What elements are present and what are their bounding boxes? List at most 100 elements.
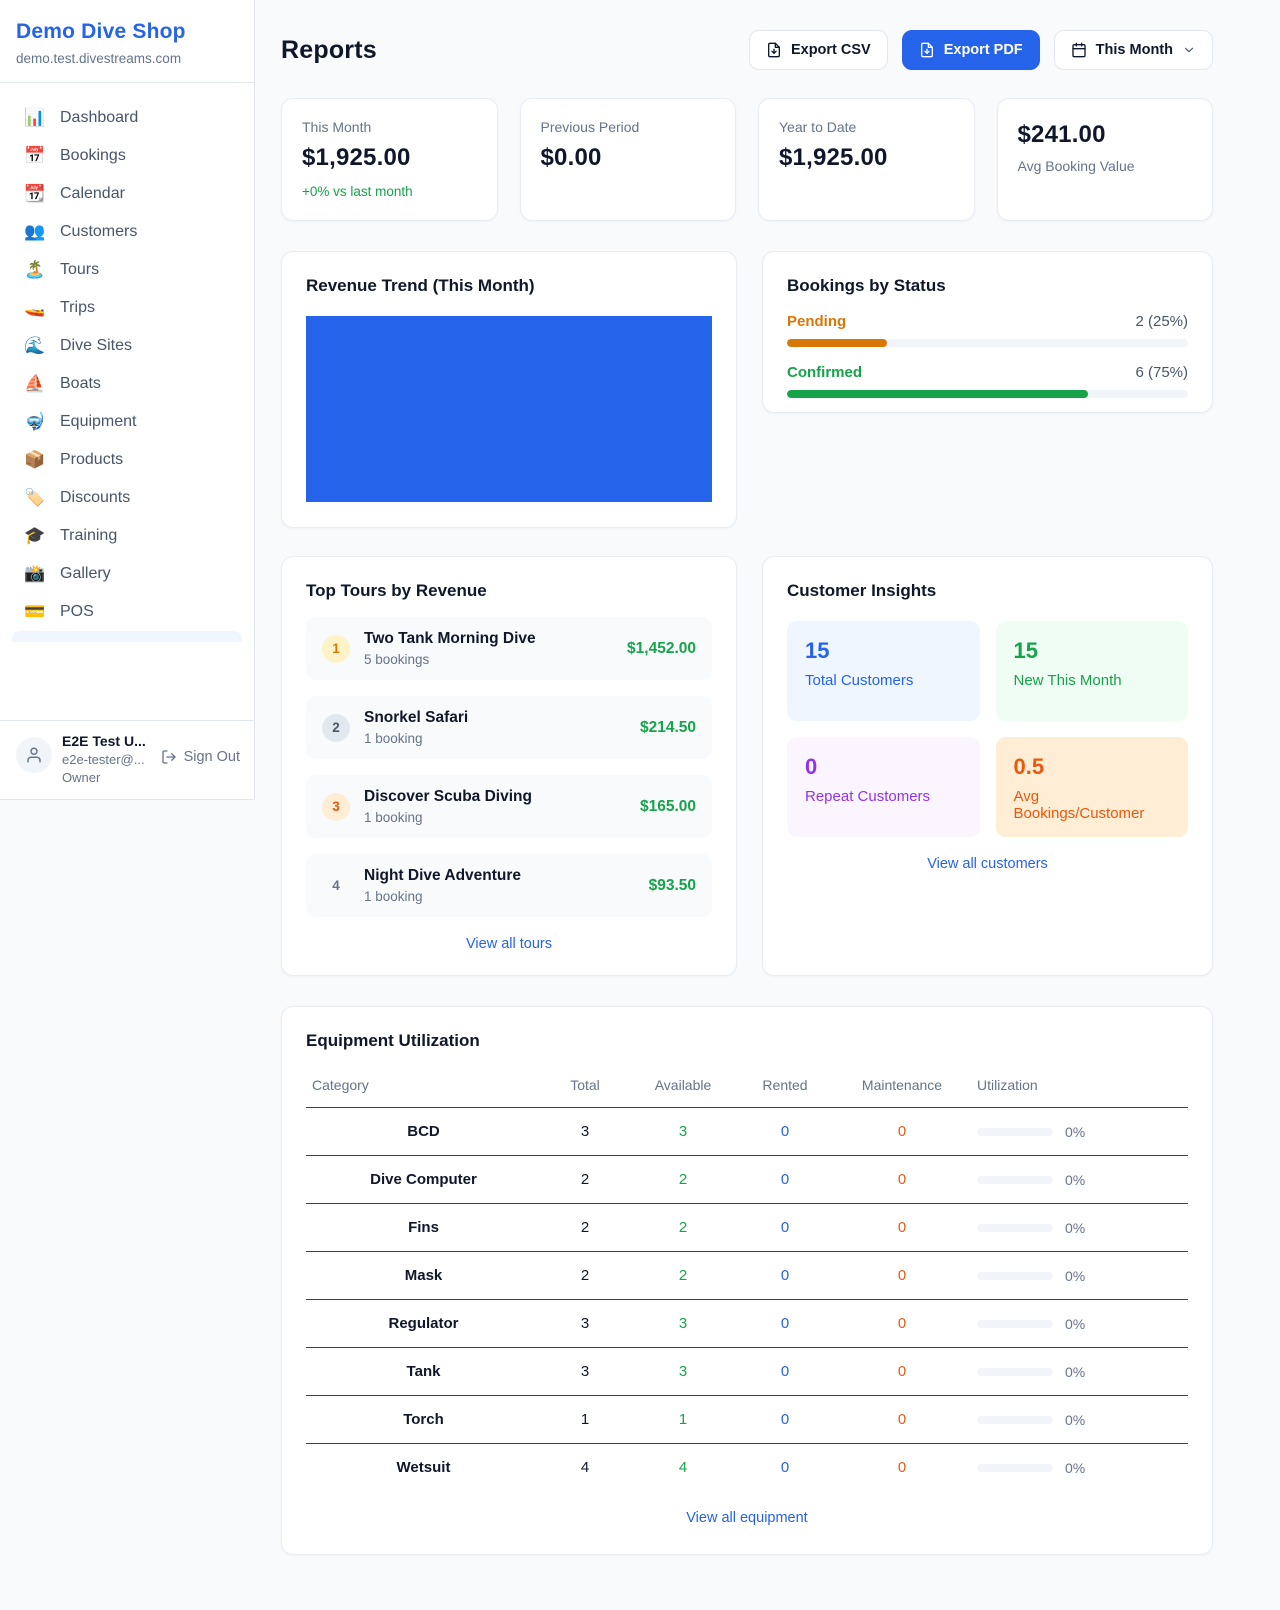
chevron-down-icon <box>1184 47 1194 53</box>
sidebar-item-label: Trips <box>60 299 95 316</box>
tile-value: 0.5 <box>1013 754 1045 779</box>
sidebar-item-label: Training <box>60 527 118 544</box>
cell-category: Mask <box>306 1251 541 1300</box>
sidebar-item-bookings[interactable]: 📅 Bookings <box>12 137 242 175</box>
view-all-tours-link[interactable]: View all tours <box>466 936 552 952</box>
user-info: E2E Test U... e2e-tester@... Owner <box>62 733 151 785</box>
cell-total: 2 <box>541 1251 629 1300</box>
export-pdf-label: Export PDF <box>943 42 1023 58</box>
sidebar-item-label: Dive Sites <box>60 337 133 354</box>
stat-label: Avg Booking Value <box>1017 158 1135 174</box>
tile-repeat-customers: 0 Repeat Customers <box>787 737 980 837</box>
col-utilization: Utilization <box>971 1067 1188 1108</box>
status-label: Confirmed <box>787 364 862 381</box>
export-csv-button[interactable]: Export CSV <box>748 30 888 70</box>
bookings-by-status-title: Bookings by Status <box>787 276 946 295</box>
sidebar-item-dashboard[interactable]: 📊 Dashboard <box>12 99 242 137</box>
sidebar-item-label: Products <box>60 451 124 468</box>
sidebar-item-training[interactable]: 🎓 Training <box>12 517 242 555</box>
utilization-bar <box>977 1367 1053 1376</box>
sidebar-item-dive-sites[interactable]: 🌊 Dive Sites <box>12 327 242 365</box>
utilization-bar <box>977 1175 1053 1184</box>
dashboard-icon: 📊 <box>24 108 46 127</box>
status-bar-track <box>787 339 1188 347</box>
utilization-text: 0% <box>1065 1315 1086 1332</box>
tile-value: 15 <box>805 638 830 663</box>
status-count: 6 (75%) <box>1135 364 1188 381</box>
status-count: 2 (25%) <box>1135 313 1188 330</box>
user-icon <box>27 747 41 763</box>
export-pdf-button[interactable]: Export PDF <box>901 30 1040 70</box>
revenue-trend-chart <box>306 316 712 502</box>
status-bar-fill <box>787 390 1088 398</box>
cell-utilization: 0% <box>971 1395 1188 1444</box>
shop-domain: demo.test.divestreams.com <box>16 51 182 66</box>
header-actions: Export CSV Export PDF This Month <box>748 30 1213 70</box>
sidebar-item-tours[interactable]: 🏝️ Tours <box>12 251 242 289</box>
status-bar-fill <box>787 339 888 347</box>
trips-icon: 🚤 <box>24 298 46 317</box>
view-all-customers-link[interactable]: View all customers <box>927 856 1048 872</box>
cell-available: 2 <box>629 1203 737 1252</box>
utilization-text: 0% <box>1065 1123 1086 1140</box>
brand: Demo Dive Shop demo.test.divestreams.com <box>0 0 254 83</box>
bookings-icon: 📅 <box>24 146 46 165</box>
tour-amount: $1,452.00 <box>627 639 696 657</box>
cell-utilization: 0% <box>971 1107 1188 1156</box>
sidebar-item-gallery[interactable]: 📸 Gallery <box>12 555 242 593</box>
cell-rented: 0 <box>780 1459 790 1476</box>
sidebar-item-trips[interactable]: 🚤 Trips <box>12 289 242 327</box>
tour-name: Snorkel Safari <box>364 709 469 726</box>
period-dropdown[interactable]: This Month <box>1053 30 1213 70</box>
sidebar-item-pos[interactable]: 💳 POS <box>12 593 242 631</box>
sidebar-item-label: Equipment <box>60 413 137 430</box>
cell-total: 4 <box>580 1459 590 1476</box>
sign-out-button[interactable]: Sign Out <box>161 749 240 765</box>
sidebar-item-customers[interactable]: 👥 Customers <box>12 213 242 251</box>
view-all-equipment-link[interactable]: View all equipment <box>686 1510 808 1526</box>
top-tours-panel: Top Tours by Revenue 1 Two Tank Morning … <box>281 556 737 976</box>
table-row: Tank 3 3 0 0 0% <box>306 1347 1188 1396</box>
table-row: Wetsuit 4 4 0 0 0% <box>306 1444 1188 1492</box>
utilization-bar <box>977 1271 1053 1280</box>
sidebar-item-calendar[interactable]: 📆 Calendar <box>12 175 242 213</box>
tile-total-customers: 15 Total Customers <box>787 621 980 721</box>
sidebar-item-boats[interactable]: ⛵ Boats <box>12 365 242 403</box>
cell-utilization: 0% <box>971 1299 1188 1348</box>
utilization-bar <box>977 1415 1053 1424</box>
cell-total: 3 <box>541 1299 629 1348</box>
customer-insights-panel: Customer Insights 15 Total Customers 15 … <box>762 556 1213 976</box>
cell-maintenance: 0 <box>833 1395 971 1444</box>
main-content: Reports Export CSV Export PDF This Month… <box>255 0 1280 1555</box>
sidebar-item-equipment[interactable]: 🤿 Equipment <box>12 403 242 441</box>
cell-maintenance: 0 <box>833 1299 971 1348</box>
avatar <box>16 737 52 773</box>
tour-amount: $165.00 <box>639 797 696 815</box>
equipment-icon: 🤿 <box>24 412 46 431</box>
file-download-icon <box>767 42 780 58</box>
stat-card-year-to-date: Year to Date $1,925.00 <box>758 98 975 221</box>
sidebar-nav: 📊 Dashboard 📅 Bookings 📆 Calendar 👥 Customer… <box>0 83 254 720</box>
stat-value: $0.00 <box>540 144 602 171</box>
cell-total: 2 <box>541 1203 629 1252</box>
cell-maintenance: 0 <box>833 1251 971 1300</box>
table-row: Regulator 3 3 0 0 0% <box>306 1299 1188 1348</box>
tile-value: 15 <box>1013 638 1038 663</box>
cell-utilization: 0% <box>971 1155 1188 1204</box>
cell-available: 4 <box>678 1459 688 1476</box>
sidebar-item-reports-active-partial[interactable] <box>12 631 242 642</box>
cell-maintenance: 0 <box>833 1155 971 1204</box>
cell-available: 3 <box>629 1299 737 1348</box>
sidebar-item-discounts[interactable]: 🏷️ Discounts <box>12 479 242 517</box>
cell-maintenance: 0 <box>833 1107 971 1156</box>
top-tours-title: Top Tours by Revenue <box>306 581 487 600</box>
stat-label: This Month <box>302 119 372 135</box>
stat-label: Year to Date <box>779 119 857 135</box>
sign-out-label: Sign Out <box>183 749 240 765</box>
table-row: Torch 1 1 0 0 0% <box>306 1395 1188 1444</box>
sidebar: Demo Dive Shop demo.test.divestreams.com… <box>0 0 255 800</box>
cell-rented: 0 <box>737 1107 833 1156</box>
sidebar-item-products[interactable]: 📦 Products <box>12 441 242 479</box>
tile-label: Total Customers <box>805 672 914 689</box>
utilization-bar <box>977 1127 1053 1136</box>
